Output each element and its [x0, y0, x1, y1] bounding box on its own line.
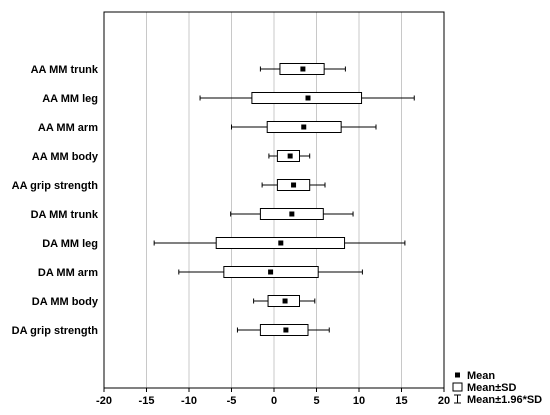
x-tick-label: -15 [139, 395, 155, 407]
mean-marker [289, 211, 295, 217]
box-item [259, 63, 346, 75]
category-label: DA MM trunk [31, 209, 99, 221]
legend-sd-box [452, 382, 463, 392]
legend-entry-ci-whisker: Mean±1.96*SD [454, 394, 542, 406]
box-series [153, 63, 415, 336]
box-item [153, 237, 406, 249]
category-label: DA MM body [32, 296, 99, 308]
legend-entry-sd-box: Mean±SD [452, 382, 516, 394]
box-item [178, 266, 363, 278]
category-labels: AA MM trunk AA MM leg AA MM arm AA MM body A… [12, 64, 99, 337]
legend-mean-marker [455, 372, 460, 378]
box-item [236, 324, 330, 336]
mean-marker [282, 298, 288, 304]
legend-entry-mean-marker: Mean [455, 370, 495, 382]
box-item [261, 179, 326, 191]
mean-marker [305, 95, 311, 101]
category-label: DA MM arm [38, 267, 98, 279]
category-label: DA grip strength [12, 325, 99, 337]
legend-label: Mean±1.96*SD [467, 394, 542, 406]
box-item [199, 92, 415, 104]
mean-marker [291, 182, 297, 188]
category-label: DA MM leg [42, 238, 98, 250]
x-tick-label: -10 [181, 395, 197, 407]
x-axis: -20 -15 -10 -5 0 5 10 15 20 [96, 388, 450, 407]
mean-marker [283, 327, 289, 333]
box-item [268, 150, 311, 162]
box-item [253, 295, 316, 307]
x-tick-label: -5 [227, 395, 237, 407]
mean-marker [300, 66, 306, 72]
x-tick-label: 10 [353, 395, 365, 407]
legend-label: Mean [467, 370, 495, 382]
x-tick-label: 15 [395, 395, 407, 407]
mean-marker [268, 269, 274, 275]
x-tick-label: -20 [96, 395, 112, 407]
category-label: AA MM arm [38, 122, 98, 134]
x-tick-label: 0 [271, 395, 277, 407]
category-label: AA grip strength [12, 180, 99, 192]
category-label: AA MM leg [42, 93, 98, 105]
mean-marker [287, 153, 293, 159]
mean-marker [301, 124, 307, 130]
legend-label: Mean±SD [467, 382, 516, 394]
box-item [230, 208, 354, 220]
category-label: AA MM trunk [31, 64, 99, 76]
box-item [231, 121, 377, 133]
category-label: AA MM body [32, 151, 99, 163]
x-tick-label: 20 [438, 395, 450, 407]
mean-marker [278, 240, 284, 246]
x-tick-label: 5 [313, 395, 319, 407]
